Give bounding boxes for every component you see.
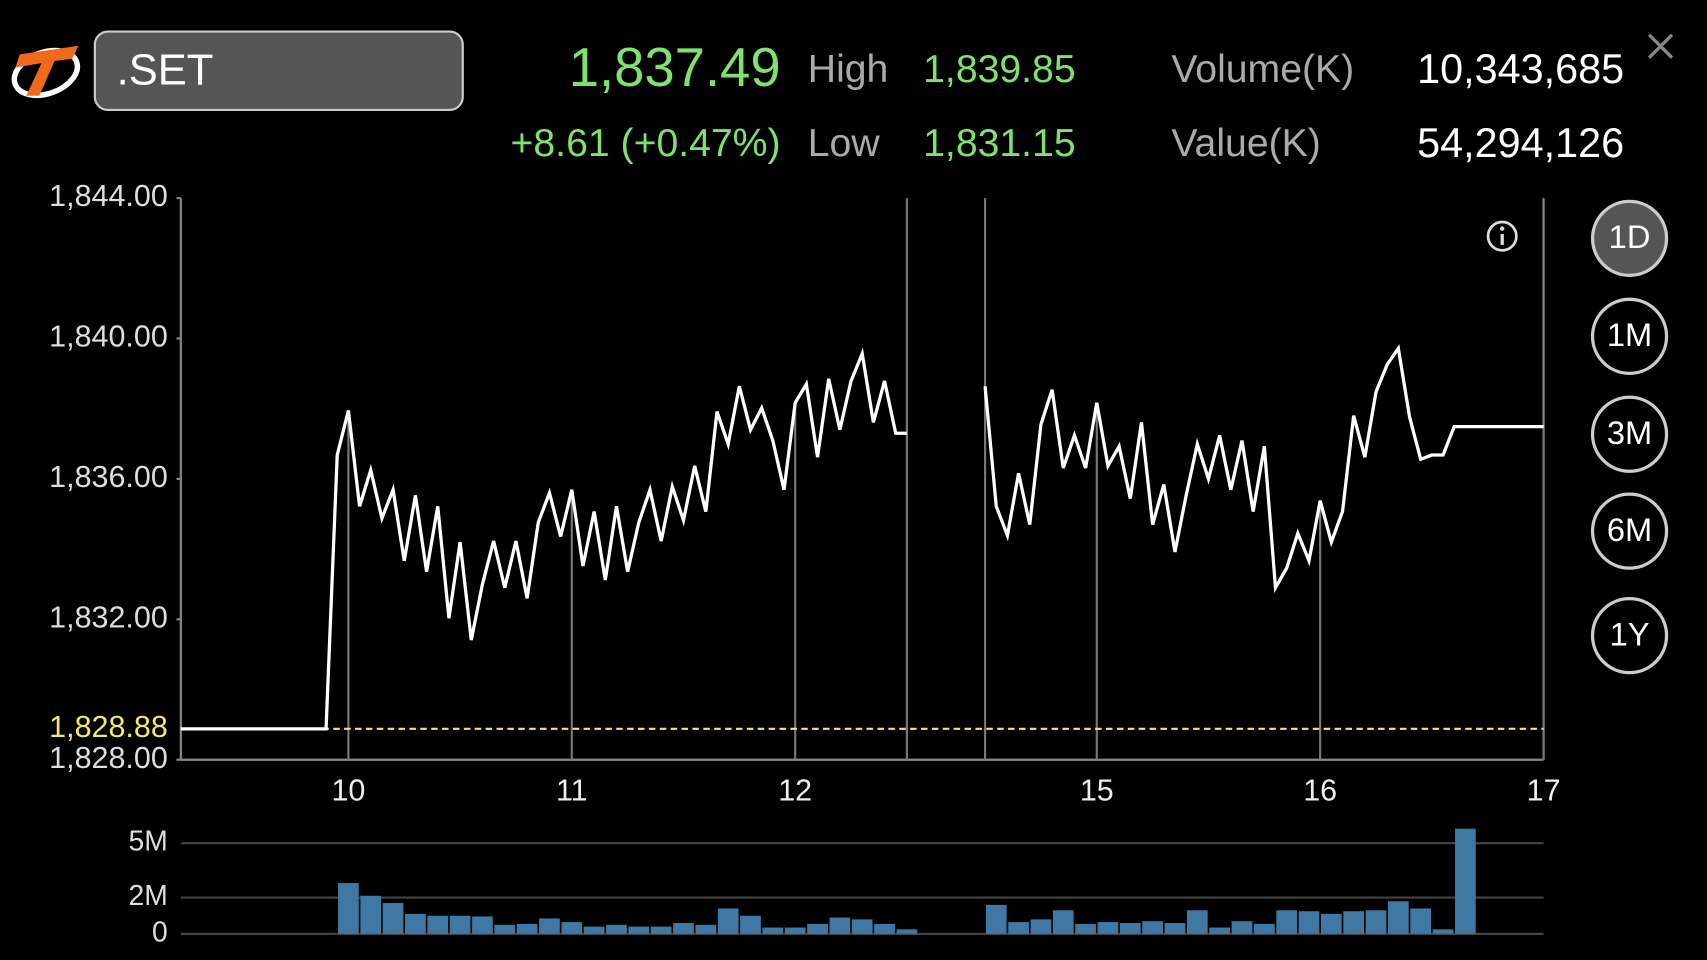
volume-bar: [1209, 927, 1230, 934]
volume-bar: [1119, 922, 1141, 934]
high-value: 1,839.85: [923, 48, 1075, 91]
volume-bar: [1052, 910, 1074, 934]
y-tick-label: 1,840.00: [49, 320, 168, 354]
volume-bar: [1186, 910, 1208, 934]
volume-bar: [1164, 922, 1186, 934]
volume-bar: [494, 924, 516, 934]
volume-bar: [1432, 929, 1454, 934]
period-label[interactable]: 1Y: [1610, 615, 1650, 652]
period-button[interactable]: [1590, 395, 1669, 473]
period-label[interactable]: 3M: [1607, 414, 1652, 451]
volume-bar: [1142, 921, 1163, 934]
volume-bar: [650, 926, 672, 934]
volume-bar: [829, 917, 851, 934]
period-button[interactable]: [1590, 492, 1669, 570]
volume-bar: [1388, 901, 1409, 934]
volume-bar: [740, 915, 761, 934]
volume-bar: [628, 926, 650, 934]
close-button[interactable]: [1647, 33, 1674, 59]
volume-bar: [583, 926, 605, 934]
volume-bar: [1276, 910, 1298, 934]
x-tick-label: 17: [1527, 773, 1561, 807]
volume-bar: [673, 922, 694, 934]
volume-bar: [539, 918, 560, 934]
volume-bar: [851, 919, 873, 934]
y-tick-label: 1,832.00: [49, 600, 168, 634]
value-label: Value(K): [1171, 122, 1321, 165]
volume-bar: [762, 927, 784, 934]
volume-bar: [1231, 921, 1253, 934]
reference-label: 1,828.88: [49, 710, 168, 744]
volume-bar: [472, 916, 493, 934]
volume-bar: [874, 923, 895, 934]
period-button[interactable]: [1590, 597, 1669, 675]
info-icon[interactable]: [1486, 220, 1518, 252]
volume-bar: [1343, 911, 1365, 934]
volume-tick-label: 2M: [128, 879, 167, 911]
y-tick-label: 1,828.00: [49, 741, 168, 775]
period-label[interactable]: 1D: [1609, 218, 1651, 255]
volume-bar: [807, 923, 828, 934]
volume-bar: [516, 923, 538, 934]
price-line: [180, 344, 1544, 731]
volume-bar: [1075, 923, 1096, 934]
volume-bar: [561, 922, 583, 934]
low-label: Low: [808, 122, 881, 165]
volume-tick-label: 0: [152, 915, 168, 947]
logo: [11, 45, 81, 99]
x-tick-label: 11: [556, 773, 588, 807]
symbol: .SET: [117, 46, 214, 94]
y-tick-label: 1,844.00: [49, 179, 168, 213]
volume-label: Volume(K): [1171, 48, 1354, 91]
symbol-box[interactable]: [93, 30, 464, 112]
volume-bar: [338, 883, 359, 934]
volume-bar: [695, 924, 717, 934]
volume-bar: [1410, 908, 1432, 934]
x-tick-label: 10: [331, 773, 365, 807]
period-label[interactable]: 1M: [1607, 316, 1652, 353]
volume-tick-label: 5M: [128, 825, 167, 857]
volume-bar: [717, 908, 739, 934]
volume-bar: [1008, 922, 1029, 934]
x-tick-label: 16: [1303, 773, 1337, 807]
volume-bar: [1030, 919, 1052, 934]
period-label[interactable]: 6M: [1607, 511, 1652, 548]
y-tick-label: 1,836.00: [49, 460, 168, 494]
volume-bar: [1253, 923, 1275, 934]
volume-bar: [606, 924, 627, 934]
volume-bar: [382, 903, 404, 934]
last-price: 1,837.49: [569, 37, 781, 98]
x-tick-label: 15: [1080, 773, 1114, 807]
volume-bar: [784, 927, 806, 934]
value-value: 54,294,126: [1417, 120, 1624, 166]
volume-bar: [449, 915, 471, 934]
period-button[interactable]: [1590, 297, 1669, 375]
volume-bar: [360, 895, 382, 934]
low-value: 1,831.15: [923, 122, 1075, 165]
high-label: High: [808, 48, 889, 91]
volume-bar: [1321, 913, 1342, 934]
volume-value: 10,343,685: [1417, 46, 1624, 92]
period-button[interactable]: [1590, 199, 1669, 278]
volume-bar: [1298, 911, 1320, 934]
volume-bar: [1097, 922, 1119, 934]
x-tick-label: 12: [778, 773, 812, 807]
price-change: +8.61 (+0.47%): [511, 122, 781, 165]
volume-bar: [896, 929, 918, 934]
volume-bar: [1365, 910, 1387, 934]
volume-bar: [405, 913, 426, 934]
volume-bar: [1455, 828, 1476, 934]
volume-bar: [427, 915, 449, 934]
volume-bar: [985, 904, 1007, 934]
